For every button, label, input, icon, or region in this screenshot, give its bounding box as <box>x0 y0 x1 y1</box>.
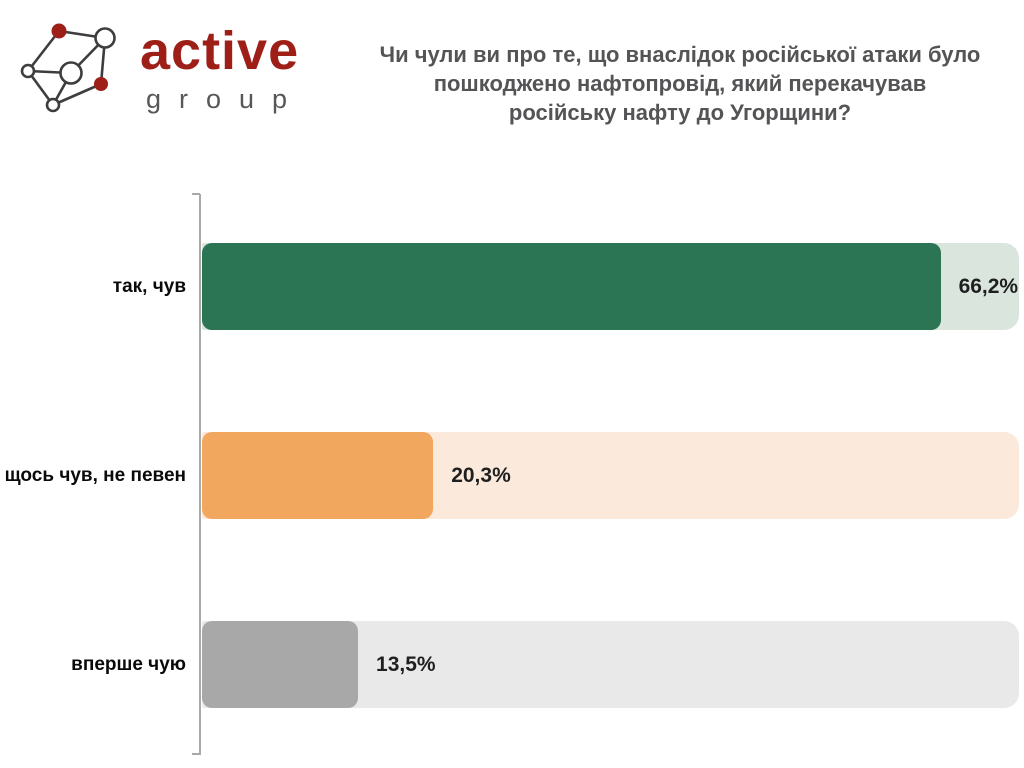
bar-track: 66,2% <box>202 243 1019 330</box>
y-axis-line <box>199 194 201 755</box>
active-group-logo-icon <box>20 23 116 113</box>
logo-brand-text: active <box>140 21 300 81</box>
category-label: так, чув <box>112 275 186 297</box>
category-label: щось чув, не певен <box>4 464 186 486</box>
axis-tick <box>192 753 200 755</box>
bar-row: так, чув 66,2% <box>0 243 1019 330</box>
bar-track: 13,5% <box>202 621 1019 708</box>
question-title-line: Чи чули ви про те, що внаслідок російськ… <box>379 42 981 67</box>
axis-tick <box>192 193 200 195</box>
bar <box>202 432 434 519</box>
value-label: 66,2% <box>958 274 1019 298</box>
bar-row: щось чув, не певен 20,3% <box>0 432 1019 519</box>
question-title-line: російську нафту до Угорщини? <box>508 100 852 125</box>
question-title: Чи чули ви про те, що внаслідок російськ… <box>340 40 1020 127</box>
bar <box>202 621 359 708</box>
bar-track: 20,3% <box>202 432 1019 519</box>
bar <box>202 243 941 330</box>
logo-sub-text: group <box>146 84 306 114</box>
bar-row: вперше чую 13,5% <box>0 621 1019 708</box>
category-label: вперше чую <box>71 653 186 675</box>
question-title-line: пошкоджено нафтопровід, який перекачував <box>433 71 927 96</box>
value-label: 20,3% <box>451 463 511 487</box>
value-label: 13,5% <box>376 652 436 676</box>
